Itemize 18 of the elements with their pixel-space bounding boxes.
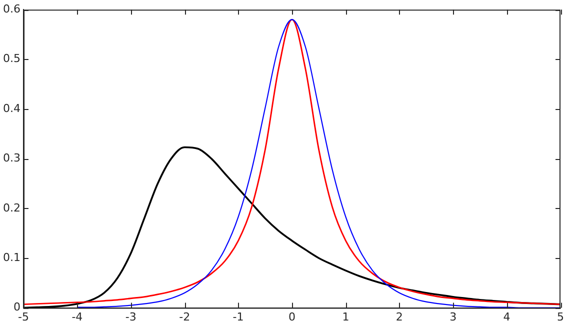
y-tick-label: 0.6 — [2, 2, 20, 16]
x-tick-label: 3 — [450, 310, 457, 324]
y-tick-label: 0.3 — [2, 152, 20, 165]
y-tick-label: 0.4 — [2, 102, 20, 115]
x-tick-label: 5 — [557, 310, 564, 324]
y-tick-label: 0.5 — [2, 52, 20, 66]
y-tick-label: 0 — [13, 300, 20, 314]
x-tick-label: 1 — [342, 310, 350, 324]
y-tick-label: 0.1 — [2, 250, 20, 264]
y-tick-label: 0.2 — [2, 201, 20, 214]
x-tick-label: 4 — [503, 310, 510, 324]
x-tick-label: 0 — [288, 310, 296, 324]
x-tick-label: -3 — [125, 310, 136, 324]
x-tick-label: 2 — [396, 310, 403, 324]
x-tick-label: -4 — [72, 310, 83, 324]
x-tick-label: -1 — [232, 310, 244, 324]
x-tick-label: -2 — [179, 310, 190, 324]
x-tick-label: -5 — [18, 310, 29, 324]
